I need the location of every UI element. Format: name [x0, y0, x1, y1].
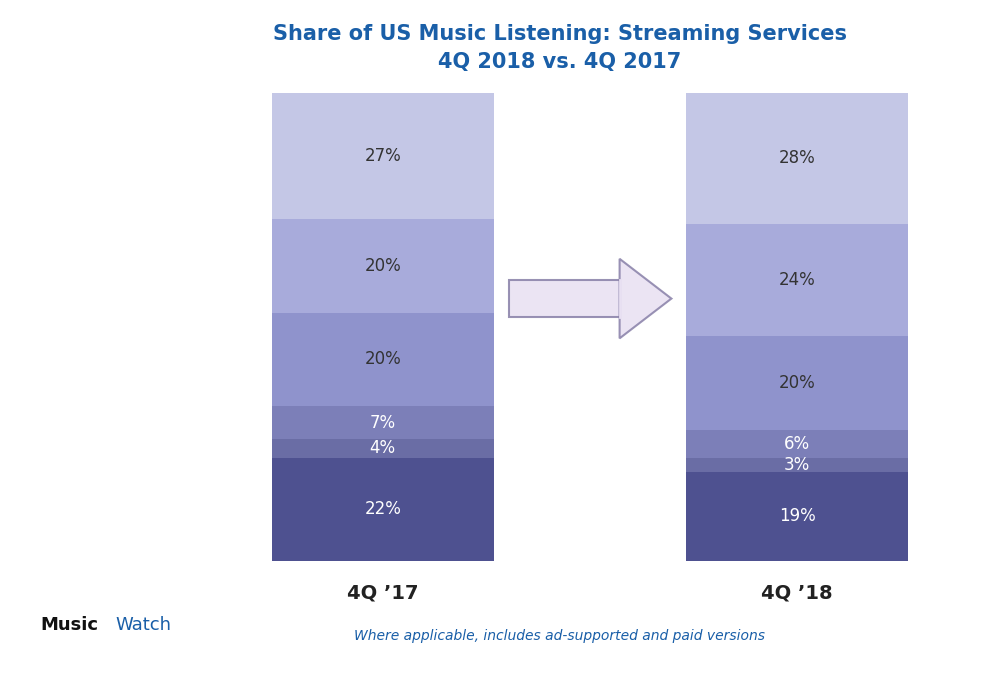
Text: Watch: Watch — [115, 616, 171, 635]
Text: 4Q ’18: 4Q ’18 — [761, 584, 833, 603]
Text: 4Q ’17: 4Q ’17 — [347, 584, 419, 603]
Text: Music: Music — [40, 616, 98, 635]
Bar — [272, 406, 494, 439]
Bar — [509, 280, 620, 318]
Text: 4Q 2018 vs. 4Q 2017: 4Q 2018 vs. 4Q 2017 — [438, 52, 682, 72]
Bar — [272, 92, 494, 219]
Bar — [686, 457, 908, 472]
Text: 6%: 6% — [784, 434, 810, 452]
Bar — [686, 224, 908, 336]
Bar — [272, 313, 494, 406]
Bar — [272, 457, 494, 561]
Text: 7%: 7% — [370, 414, 396, 432]
Polygon shape — [620, 259, 671, 338]
Bar — [686, 92, 908, 224]
Text: Share of US Music Listening: Streaming Services: Share of US Music Listening: Streaming S… — [273, 24, 847, 44]
Text: 19%: 19% — [779, 507, 816, 525]
Text: 20%: 20% — [779, 374, 816, 392]
Text: 4%: 4% — [370, 439, 396, 457]
Text: 22%: 22% — [364, 500, 401, 518]
Text: 3%: 3% — [784, 456, 810, 474]
Bar — [686, 430, 908, 457]
Bar — [686, 472, 908, 561]
Text: 24%: 24% — [779, 271, 816, 289]
Text: 20%: 20% — [364, 257, 401, 275]
Text: Where applicable, includes ad-supported and paid versions: Where applicable, includes ad-supported … — [354, 629, 766, 643]
Bar — [272, 219, 494, 313]
Text: 27%: 27% — [364, 147, 401, 165]
Bar — [272, 439, 494, 457]
Text: 28%: 28% — [779, 149, 816, 167]
Bar — [686, 336, 908, 430]
Text: 20%: 20% — [364, 350, 401, 368]
